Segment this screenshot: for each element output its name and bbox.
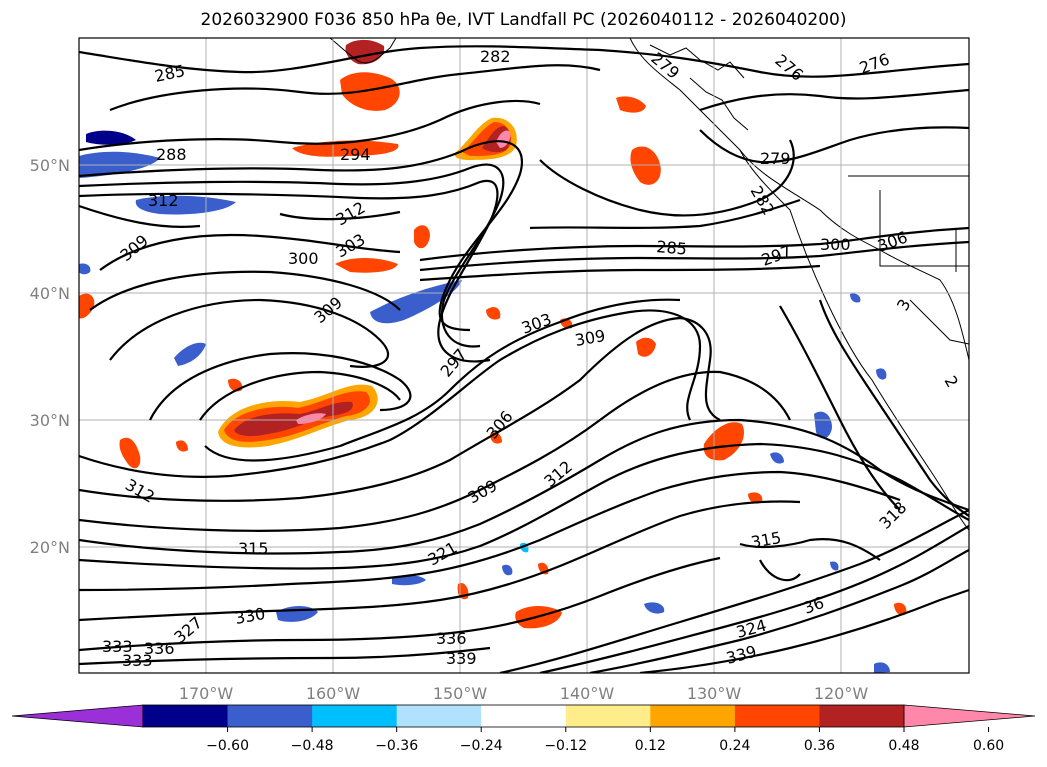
- map-border: [78, 37, 970, 674]
- negative-patch: [86, 130, 136, 145]
- colorbar-tick-label: −0.48: [291, 738, 334, 754]
- colorbar-tick-label: −0.36: [375, 738, 418, 754]
- longitude-label: 120°W: [814, 684, 869, 703]
- colorbar-segment: [481, 705, 567, 727]
- latitude-label: 30°N: [30, 411, 70, 430]
- colorbar-segment: [396, 705, 482, 727]
- colorbar-tick-label: −0.24: [460, 738, 503, 754]
- contour-label: 300: [820, 235, 851, 254]
- positive-patch: [630, 146, 661, 185]
- colorbar-tick-label: 0.60: [973, 738, 1004, 754]
- contour-label: 315: [238, 539, 269, 558]
- positive-patch: [748, 492, 763, 504]
- latitude-label: 50°N: [30, 156, 70, 175]
- positive-patch: [176, 440, 188, 452]
- negative-patch: [850, 293, 861, 303]
- positive-patch: [414, 225, 430, 249]
- negative-patch: [770, 452, 784, 464]
- contour-label: 339: [446, 649, 477, 668]
- negative-patch: [814, 411, 832, 439]
- positive-patch: [616, 96, 646, 113]
- contour-label: 282: [480, 47, 511, 66]
- theta-e-contours: [79, 45, 969, 673]
- colorbar-under-arrow: [11, 704, 144, 728]
- negative-patch: [876, 368, 887, 380]
- positive-patch: [335, 258, 398, 273]
- colorbar-segment: [734, 705, 820, 727]
- contour-label: 333: [122, 651, 153, 670]
- contour-label: 285: [656, 237, 688, 259]
- colorbar-tick-label: −0.60: [206, 738, 249, 754]
- latitude-label: 40°N: [30, 284, 70, 303]
- longitude-axis: 170°W 160°W 150°W 140°W 130°W 120°W: [179, 684, 869, 703]
- negative-patch: [874, 662, 890, 673]
- contour-label: 294: [340, 145, 371, 164]
- contour-label: 336: [436, 629, 467, 648]
- colorbar-segment: [312, 705, 398, 727]
- colorbar-segment: [143, 705, 229, 727]
- contour-label: 288: [156, 145, 187, 164]
- longitude-label: 140°W: [560, 684, 615, 703]
- contour-label: 336: [144, 639, 175, 658]
- colorbar-segment: [819, 705, 905, 727]
- colorbar-over-arrow: [903, 704, 1036, 728]
- contour-label: 333: [102, 637, 133, 656]
- positive-patch: [234, 401, 353, 437]
- colorbar-tick-label: 0.48: [888, 738, 919, 754]
- negative-patch: [502, 564, 513, 576]
- colorbar-segment: [227, 705, 313, 727]
- negative-patch: [79, 263, 91, 275]
- latitude-axis: 50°N 40°N 30°N 20°N: [30, 156, 70, 557]
- colorbar-tick-label: 0.36: [804, 738, 835, 754]
- colorbar-tick-label: −0.12: [544, 738, 587, 754]
- positive-patch: [79, 293, 95, 319]
- negative-patch: [174, 342, 206, 366]
- negative-patch: [392, 575, 426, 586]
- positive-patch: [486, 307, 501, 320]
- positive-patch: [894, 602, 907, 616]
- colorbar-tick-label: 0.12: [635, 738, 666, 754]
- longitude-label: 130°W: [687, 684, 742, 703]
- negative-patch: [135, 195, 236, 215]
- map-background: [79, 38, 969, 673]
- positive-patch: [119, 437, 141, 469]
- colorbar-segment: [650, 705, 736, 727]
- positive-patch: [496, 130, 511, 148]
- negative-patch: [830, 561, 839, 571]
- colorbar-tick-label: 0.24: [719, 738, 750, 754]
- longitude-label: 170°W: [179, 684, 234, 703]
- map-title: 2026032900 F036 850 hPa θe, IVT Landfall…: [200, 10, 847, 30]
- colorbar-segment: [565, 705, 651, 727]
- positive-patch: [636, 337, 656, 357]
- contour-label: 312: [148, 191, 179, 210]
- colorbar: −0.60 −0.48 −0.36 −0.24 −0.12 0.12 0.24 0.36 0.4…: [11, 704, 1036, 754]
- contour-label: 279: [760, 149, 791, 168]
- positive-patch: [340, 72, 400, 111]
- latitude-label: 20°N: [30, 538, 70, 557]
- negative-patch: [370, 280, 462, 324]
- longitude-label: 150°W: [433, 684, 488, 703]
- coastline: [329, 38, 969, 531]
- positive-patch: [296, 413, 326, 424]
- longitude-label: 160°W: [306, 684, 361, 703]
- negative-patch: [644, 602, 665, 614]
- contour-label: 300: [288, 249, 319, 268]
